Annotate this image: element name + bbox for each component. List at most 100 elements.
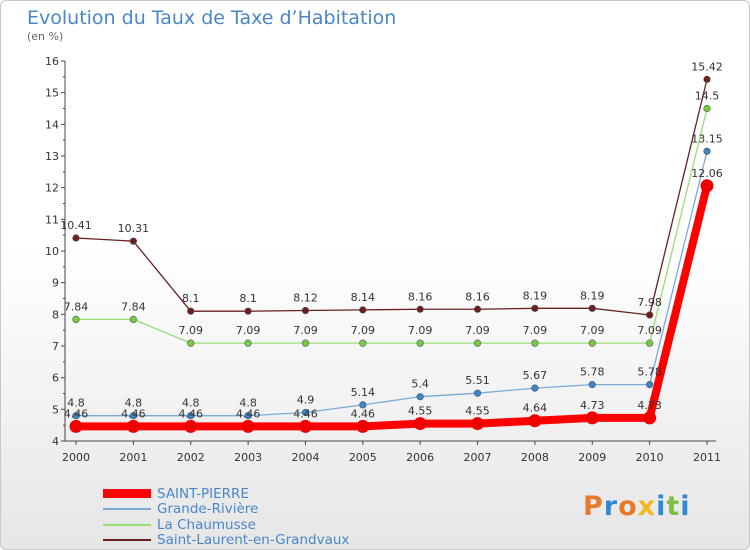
data-label: 4.73: [637, 399, 662, 412]
data-point: [187, 339, 195, 347]
logo-letter: o: [618, 491, 638, 522]
data-label: 7.09: [465, 324, 490, 337]
data-label: 8.19: [580, 289, 605, 302]
legend-item-grande-riviere: Grande-Rivière: [103, 501, 349, 518]
data-label: 8.19: [523, 289, 548, 302]
data-point: [643, 411, 657, 425]
y-tick-label: 15: [45, 87, 59, 100]
data-label: 8.12: [293, 292, 318, 305]
data-label: 5.14: [351, 386, 376, 399]
data-point: [359, 339, 367, 347]
data-label: 4.55: [465, 405, 490, 418]
x-tick-label: 2000: [62, 451, 90, 464]
x-tick-label: 2003: [234, 451, 262, 464]
y-tick-label: 6: [52, 372, 59, 385]
data-label: 8.1: [239, 292, 257, 305]
data-label: 4.64: [523, 402, 548, 415]
data-point: [416, 393, 424, 401]
data-point: [126, 419, 140, 433]
data-point: [356, 419, 370, 433]
y-tick-label: 5: [52, 403, 59, 416]
y-tick-label: 12: [45, 182, 59, 195]
data-label: 4.8: [239, 397, 257, 410]
series-line: [76, 184, 711, 431]
data-label: 8.16: [408, 290, 433, 303]
y-tick-label: 13: [45, 150, 59, 163]
y-tick-label: 9: [52, 277, 59, 290]
legend-swatch: [103, 489, 151, 499]
data-point: [646, 339, 654, 347]
data-label: 4.8: [182, 397, 200, 410]
data-label: 7.09: [293, 324, 318, 337]
data-point: [471, 417, 485, 431]
data-label: 14.5: [695, 90, 720, 103]
legend-label: SAINT-PIERRE: [157, 485, 249, 502]
data-label: 7.09: [178, 324, 203, 337]
data-point: [184, 419, 198, 433]
data-point: [359, 306, 367, 314]
data-label: 5.78: [637, 366, 662, 379]
x-tick-label: 2008: [521, 451, 549, 464]
data-point: [588, 381, 596, 389]
data-label: 7.09: [236, 324, 261, 337]
data-label: 8.14: [351, 291, 376, 304]
data-point: [588, 339, 596, 347]
data-label: 7.98: [637, 296, 662, 309]
data-point: [359, 401, 367, 409]
series-line: [76, 151, 708, 417]
x-tick-label: 2005: [349, 451, 377, 464]
data-label: 4.46: [236, 407, 261, 420]
data-label: 5.67: [523, 369, 548, 382]
x-tick-label: 2002: [177, 451, 205, 464]
legend-swatch: [103, 508, 151, 511]
legend-swatch: [103, 539, 151, 542]
data-point: [244, 307, 252, 315]
x-tick-label: 2004: [291, 451, 319, 464]
data-label: 12.06: [691, 167, 723, 180]
data-point: [585, 411, 599, 425]
y-tick-label: 14: [45, 118, 59, 131]
data-point: [531, 339, 539, 347]
chart-title: Evolution du Taux de Taxe d’Habitation: [27, 7, 397, 29]
data-label: 7.09: [637, 324, 662, 337]
x-tick-label: 2011: [693, 451, 721, 464]
data-point: [301, 306, 310, 315]
data-label: 4.55: [408, 405, 433, 418]
data-point: [129, 315, 137, 324]
data-point: [129, 412, 137, 420]
data-label: 5.78: [580, 366, 605, 379]
data-point: [187, 412, 195, 420]
data-label: 7.09: [523, 324, 548, 337]
legend-swatch: [103, 523, 151, 526]
data-label: 10.31: [118, 222, 150, 235]
series-line: [75, 79, 708, 316]
series-line: [76, 108, 708, 344]
data-label: 13.15: [691, 132, 723, 145]
data-label: 7.84: [64, 300, 89, 313]
logo-letter: i: [656, 491, 667, 522]
data-point: [473, 339, 482, 347]
data-label: 4.46: [121, 407, 146, 420]
legend-label: La Chaumusse: [157, 516, 256, 533]
y-tick-label: 16: [45, 55, 59, 68]
data-point: [72, 234, 80, 242]
data-point: [69, 419, 83, 433]
x-tick-label: 2010: [636, 451, 664, 464]
data-point: [298, 419, 312, 433]
data-point: [531, 304, 539, 312]
x-tick-label: 2001: [119, 451, 147, 464]
data-point: [473, 305, 482, 313]
data-label: 4.73: [580, 399, 605, 412]
data-point: [646, 311, 654, 319]
data-point: [588, 304, 596, 312]
data-point: [187, 307, 195, 315]
data-label: 8.1: [182, 292, 200, 305]
legend-label: Grande-Rivière: [157, 501, 259, 518]
data-label: 7.09: [408, 324, 433, 337]
data-label: 4.46: [293, 407, 318, 420]
data-point: [703, 104, 711, 113]
data-label: 15.42: [691, 60, 723, 73]
legend-item-la-chaumusse: La Chaumusse: [103, 517, 349, 533]
